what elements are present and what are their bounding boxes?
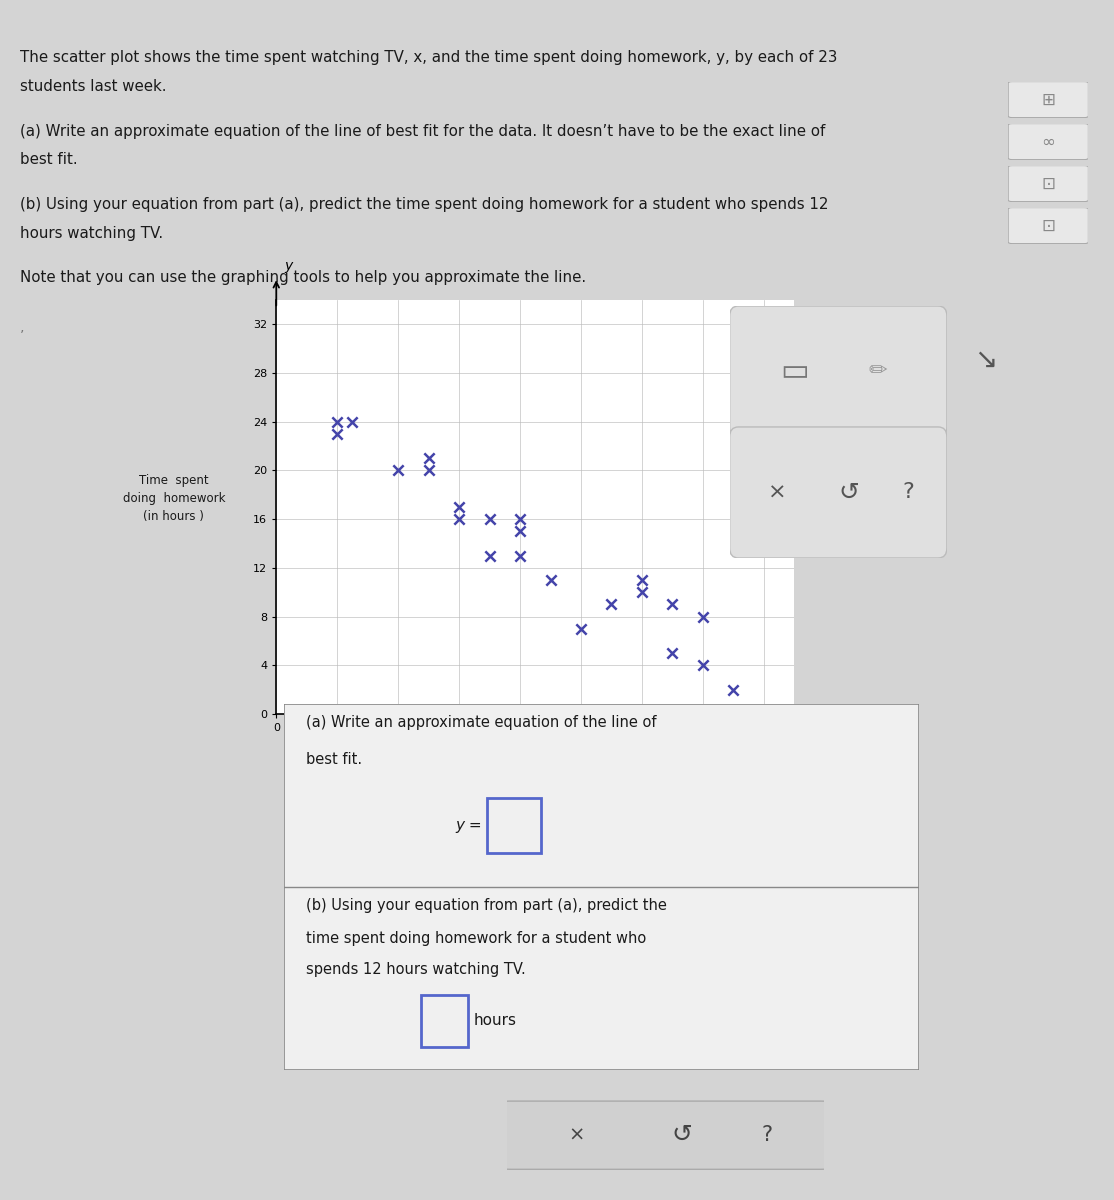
Text: ’: ’ bbox=[20, 329, 25, 343]
FancyBboxPatch shape bbox=[487, 798, 541, 853]
Text: ▭: ▭ bbox=[781, 358, 809, 386]
Text: ?: ? bbox=[762, 1126, 773, 1145]
Text: (b) Using your equation from part (a), predict the time spent doing homework for: (b) Using your equation from part (a), p… bbox=[20, 197, 829, 211]
Point bbox=[664, 643, 682, 662]
Text: best fit.: best fit. bbox=[20, 152, 78, 168]
Point bbox=[694, 607, 712, 626]
Point bbox=[511, 510, 529, 529]
Text: Note that you can use the graphing tools to help you approximate the line.: Note that you can use the graphing tools… bbox=[20, 270, 586, 284]
Point bbox=[329, 412, 346, 431]
Point bbox=[420, 449, 438, 468]
Point bbox=[573, 619, 590, 638]
Point bbox=[541, 570, 559, 589]
FancyBboxPatch shape bbox=[1008, 208, 1088, 244]
FancyBboxPatch shape bbox=[284, 704, 919, 1070]
Text: ↘: ↘ bbox=[975, 346, 997, 373]
Point bbox=[343, 412, 361, 431]
Text: ↺: ↺ bbox=[671, 1123, 692, 1147]
Point bbox=[633, 583, 651, 602]
Point bbox=[389, 461, 407, 480]
Text: Time  spent
doing  homework
(in hours ): Time spent doing homework (in hours ) bbox=[123, 474, 225, 523]
Text: The scatter plot shows the time spent watching TV, x, and the time spent doing h: The scatter plot shows the time spent wa… bbox=[20, 50, 838, 65]
FancyBboxPatch shape bbox=[497, 1102, 834, 1169]
Point bbox=[450, 510, 468, 529]
Text: students last week.: students last week. bbox=[20, 79, 167, 95]
Text: ×: × bbox=[568, 1126, 585, 1145]
Text: (in hours ): (in hours ) bbox=[505, 814, 566, 827]
FancyBboxPatch shape bbox=[1008, 166, 1088, 202]
Text: ⊡: ⊡ bbox=[1042, 217, 1055, 235]
Text: best fit.: best fit. bbox=[306, 752, 362, 767]
Point bbox=[603, 595, 620, 614]
Text: ?: ? bbox=[902, 482, 913, 503]
FancyBboxPatch shape bbox=[730, 306, 947, 437]
FancyBboxPatch shape bbox=[730, 427, 947, 558]
Text: y =: y = bbox=[456, 817, 487, 833]
Text: ✏: ✏ bbox=[868, 361, 887, 382]
Point bbox=[633, 570, 651, 589]
Text: ∞: ∞ bbox=[1042, 132, 1055, 150]
Point bbox=[694, 655, 712, 674]
Text: time spent doing homework for a student who: time spent doing homework for a student … bbox=[306, 931, 646, 947]
Text: hours: hours bbox=[473, 1014, 516, 1028]
Text: ×: × bbox=[769, 482, 786, 503]
Point bbox=[420, 461, 438, 480]
Text: ⊡: ⊡ bbox=[1042, 174, 1055, 192]
Point bbox=[450, 497, 468, 516]
Text: Time  spent  watching  TV: Time spent watching TV bbox=[458, 776, 613, 790]
Point bbox=[329, 425, 346, 444]
Point bbox=[664, 595, 682, 614]
FancyBboxPatch shape bbox=[421, 995, 468, 1046]
Text: ↺: ↺ bbox=[839, 480, 860, 504]
Point bbox=[724, 680, 742, 700]
Text: hours watching TV.: hours watching TV. bbox=[20, 226, 163, 240]
Point bbox=[480, 510, 498, 529]
Point bbox=[511, 522, 529, 541]
Text: (b) Using your equation from part (a), predict the: (b) Using your equation from part (a), p… bbox=[306, 899, 667, 913]
FancyBboxPatch shape bbox=[1008, 82, 1088, 118]
FancyBboxPatch shape bbox=[1008, 124, 1088, 160]
Point bbox=[511, 546, 529, 565]
Text: ⊞: ⊞ bbox=[1042, 90, 1055, 108]
Text: y: y bbox=[284, 259, 292, 274]
Text: (a) Write an approximate equation of the line of: (a) Write an approximate equation of the… bbox=[306, 715, 657, 731]
Text: spends 12 hours watching TV.: spends 12 hours watching TV. bbox=[306, 962, 526, 978]
Text: (a) Write an approximate equation of the line of best fit for the data. It doesn: (a) Write an approximate equation of the… bbox=[20, 124, 825, 138]
Point bbox=[480, 546, 498, 565]
